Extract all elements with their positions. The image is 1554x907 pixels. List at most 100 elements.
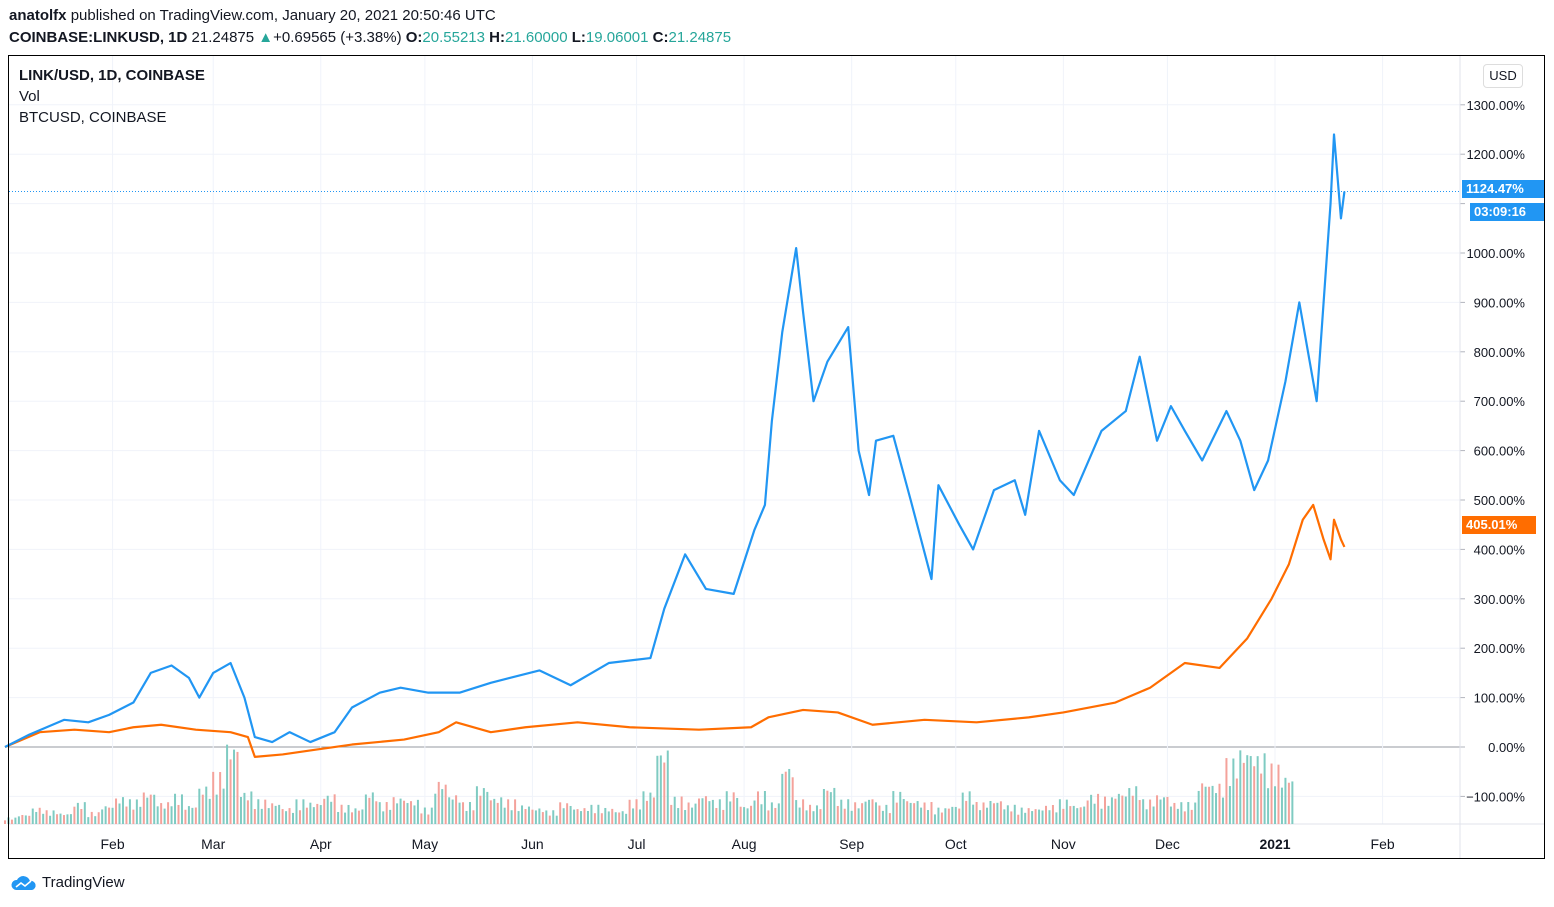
- volume-bar: [566, 803, 569, 824]
- volume-bar: [413, 805, 416, 824]
- volume-bar: [649, 792, 652, 824]
- close-value: 21.24875: [668, 29, 732, 46]
- volume-bar: [441, 789, 444, 824]
- volume-bar: [302, 799, 305, 824]
- volume-bar: [1131, 795, 1134, 824]
- volume-bar: [62, 815, 65, 824]
- volume-bar: [625, 813, 628, 824]
- volume-bar: [444, 784, 447, 824]
- volume-bar: [1253, 766, 1256, 824]
- volume-bar: [76, 802, 79, 824]
- volume-bar: [743, 807, 746, 824]
- x-tick-label: Mar: [201, 836, 225, 852]
- volume-bar: [403, 800, 406, 824]
- volume-bar: [559, 802, 562, 824]
- currency-button[interactable]: USD: [1483, 64, 1523, 88]
- publish-info: anatolfx published on TradingView.com, J…: [9, 7, 496, 24]
- volume-bar: [1242, 762, 1245, 824]
- legend-volume[interactable]: Vol: [19, 88, 40, 105]
- link-line: [4, 133, 1346, 748]
- volume-bar: [472, 810, 475, 824]
- y-tick-label: 700.00%: [1474, 394, 1526, 409]
- volume-bar: [937, 807, 940, 824]
- volume-bar: [28, 815, 31, 824]
- volume-bar: [704, 796, 707, 824]
- volume-bar: [874, 802, 877, 824]
- y-tick-label: 500.00%: [1474, 493, 1526, 508]
- volume-bar: [788, 768, 791, 824]
- volume-bar: [510, 810, 513, 824]
- volume-bar: [156, 806, 159, 824]
- volume-bar: [864, 801, 867, 824]
- volume-bar: [732, 792, 735, 824]
- volume-bar: [555, 815, 558, 824]
- volume-bar: [940, 812, 943, 824]
- volume-bar: [392, 797, 395, 824]
- volume-bar: [815, 805, 818, 824]
- volume-bar: [354, 808, 357, 824]
- volume-bar: [49, 815, 52, 824]
- volume-bar: [167, 802, 170, 824]
- volume-bar: [427, 814, 430, 824]
- volume-bar: [267, 808, 270, 824]
- volume-bar: [1260, 773, 1263, 824]
- volume-bar: [368, 797, 371, 824]
- btc-value-tag: 405.01%: [1462, 516, 1536, 534]
- volume-bar: [118, 803, 121, 824]
- last-price: 21.24875: [191, 29, 255, 46]
- volume-bar: [94, 816, 97, 824]
- tradingview-logo[interactable]: TradingView: [10, 874, 125, 891]
- volume-bar: [514, 799, 517, 824]
- volume-bar: [326, 795, 329, 824]
- volume-bar: [108, 807, 111, 824]
- volume-bar: [83, 802, 86, 824]
- author[interactable]: anatolfx: [9, 7, 67, 24]
- volume-bar: [104, 806, 107, 824]
- volume-bar: [621, 811, 624, 824]
- volume-bar: [663, 762, 666, 824]
- volume-bar: [215, 794, 218, 824]
- volume-bar: [843, 808, 846, 824]
- volume-bar: [312, 807, 315, 824]
- volume-bar: [1048, 810, 1051, 824]
- volume-bar: [913, 803, 916, 824]
- x-tick-label: Dec: [1155, 836, 1180, 852]
- link-value-tag: 1124.47%: [1462, 180, 1544, 198]
- volume-bar: [260, 808, 263, 824]
- volume-bar: [1114, 798, 1117, 824]
- volume-bar: [361, 809, 364, 824]
- y-tick-label: 300.00%: [1474, 592, 1526, 607]
- volume-bar: [524, 809, 527, 824]
- volume-bar: [1065, 799, 1068, 824]
- volume-bar: [191, 807, 194, 824]
- volume-bar: [323, 798, 326, 824]
- volume-bar: [208, 798, 211, 824]
- volume-bar: [1156, 795, 1159, 824]
- volume-bar: [684, 810, 687, 824]
- volume-bar: [396, 803, 399, 824]
- volume-bar: [1020, 807, 1023, 824]
- volume-bar: [1117, 793, 1120, 824]
- volume-bar: [850, 810, 853, 824]
- y-tick-label: 600.00%: [1474, 444, 1526, 459]
- volume-bar: [1256, 756, 1259, 824]
- chart-frame: [8, 55, 1545, 859]
- volume-bar: [1062, 808, 1065, 824]
- volume-bar: [146, 797, 149, 824]
- volume-bar: [1083, 806, 1086, 824]
- volume-bar: [1038, 809, 1041, 824]
- volume-bar: [451, 799, 454, 824]
- volume-bar: [337, 812, 340, 824]
- volume-bar: [916, 801, 919, 824]
- legend-link[interactable]: LINK/USD, 1D, COINBASE: [19, 67, 205, 84]
- volume-bar: [1201, 783, 1204, 824]
- volume-bar: [1041, 810, 1044, 824]
- volume-bar: [909, 802, 912, 824]
- volume-bar: [632, 808, 635, 824]
- volume-bar: [56, 814, 59, 824]
- volume-bar: [507, 799, 510, 824]
- volume-bar: [1197, 790, 1200, 824]
- volume-bar: [857, 808, 860, 824]
- legend-btc[interactable]: BTCUSD, COINBASE: [19, 109, 167, 126]
